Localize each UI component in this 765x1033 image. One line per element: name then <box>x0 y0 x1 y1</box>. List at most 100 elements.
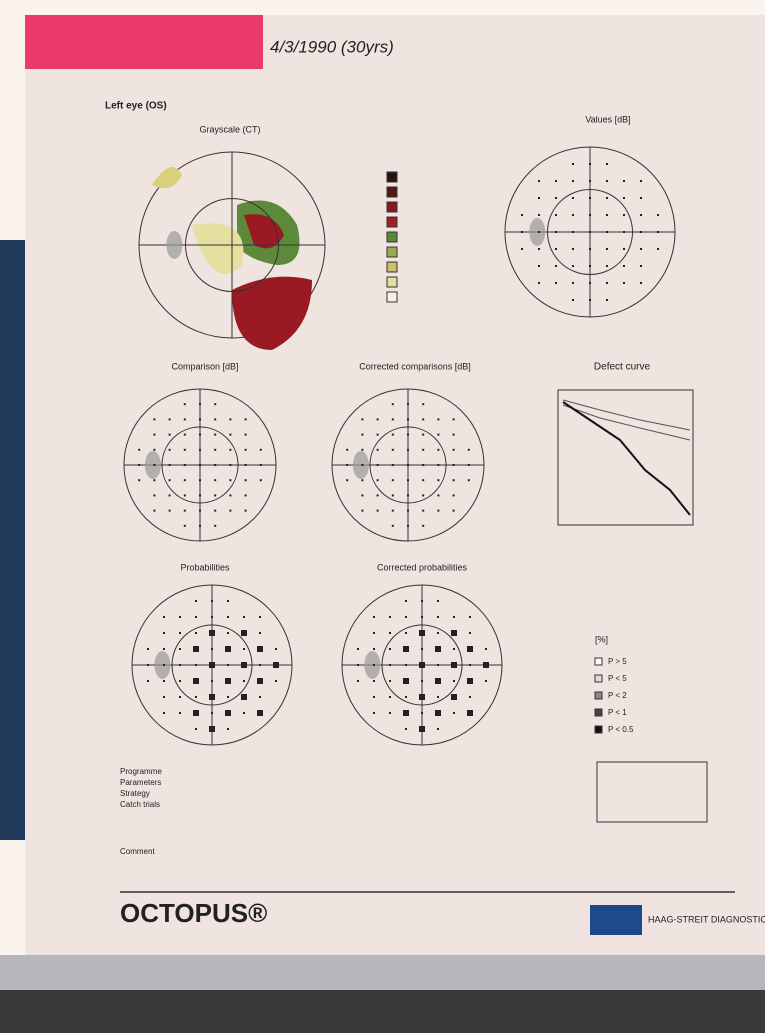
info-label: Strategy <box>120 789 150 798</box>
symbol <box>589 214 591 216</box>
symbol <box>361 418 364 421</box>
blind-spot <box>144 451 161 479</box>
legend-unit: [%] <box>595 634 608 644</box>
symbol <box>225 710 231 716</box>
symbol <box>405 696 407 698</box>
symbol <box>229 494 232 497</box>
symbol <box>422 509 425 512</box>
symbol <box>195 728 197 730</box>
symbol <box>244 464 247 466</box>
scale-swatch <box>386 231 398 243</box>
symbol <box>193 710 199 716</box>
symbol <box>606 163 608 165</box>
symbol <box>361 464 364 466</box>
symbol <box>195 664 197 666</box>
symbol <box>435 646 441 652</box>
symbol <box>572 180 574 182</box>
symbol <box>229 509 232 512</box>
symbol <box>606 248 608 250</box>
plot-title: Corrected probabilities <box>377 562 468 572</box>
symbol <box>589 248 591 250</box>
symbol <box>452 479 455 482</box>
legend-label: P < 0.5 <box>608 725 634 734</box>
symbol <box>538 197 540 199</box>
symbol <box>389 664 391 666</box>
blind-spot <box>352 451 369 479</box>
symbol <box>259 664 261 666</box>
symbol <box>244 448 247 451</box>
symbol <box>389 616 391 618</box>
symbol <box>657 231 659 233</box>
symbol <box>179 696 181 698</box>
symbol <box>640 180 642 182</box>
defect-area <box>244 214 284 249</box>
symbol <box>437 664 439 666</box>
symbol <box>153 448 156 451</box>
symbol <box>421 680 423 682</box>
symbol <box>572 214 574 216</box>
symbol <box>147 648 149 650</box>
symbol <box>572 282 574 284</box>
symbol <box>437 418 440 421</box>
symbol <box>485 680 487 682</box>
symbol <box>422 433 425 436</box>
legend-symbol <box>594 725 603 734</box>
symbol <box>209 630 215 636</box>
scale-swatch <box>386 216 398 228</box>
symbol <box>195 696 197 698</box>
symbol <box>555 197 557 199</box>
symbol <box>376 479 379 482</box>
symbol <box>555 231 557 233</box>
symbol <box>521 214 523 216</box>
symbol <box>183 479 186 482</box>
symbol <box>419 726 425 732</box>
symbol <box>244 479 247 482</box>
symbol <box>257 646 263 652</box>
symbol <box>346 448 349 451</box>
symbol <box>391 403 394 406</box>
symbol <box>606 231 608 233</box>
symbol <box>195 616 197 618</box>
symbol <box>179 632 181 634</box>
plot-title: Corrected comparisons [dB] <box>359 361 471 371</box>
symbol <box>214 448 217 451</box>
symbol <box>640 265 642 267</box>
symbol <box>214 509 217 512</box>
symbol <box>469 632 471 634</box>
symbol <box>244 433 247 436</box>
symbol <box>373 696 375 698</box>
plot-title: Probabilities <box>180 562 230 572</box>
symbol <box>199 403 201 406</box>
symbol <box>225 646 231 652</box>
legend-label: P < 5 <box>608 674 627 683</box>
symbol <box>623 248 625 250</box>
symbol <box>214 418 217 421</box>
legend-label: P < 1 <box>608 708 627 717</box>
symbol <box>163 712 165 714</box>
symbol <box>483 662 489 668</box>
symbol <box>138 448 141 451</box>
symbol <box>163 664 165 666</box>
symbol <box>361 494 364 497</box>
symbol <box>209 694 215 700</box>
curve-line <box>562 401 691 516</box>
symbol <box>452 494 455 497</box>
symbol <box>657 248 659 250</box>
symbol <box>419 630 425 636</box>
symbol <box>214 403 217 406</box>
blind-spot <box>154 651 171 679</box>
symbol <box>376 509 379 512</box>
symbol <box>403 646 409 652</box>
symbol <box>452 509 455 512</box>
legend-symbol <box>594 674 603 683</box>
symbol <box>373 680 375 682</box>
symbol <box>168 448 171 451</box>
symbol <box>589 197 591 199</box>
info-label: Catch trials <box>120 800 160 809</box>
symbol <box>373 632 375 634</box>
symbol <box>275 648 277 650</box>
symbol <box>403 678 409 684</box>
symbol <box>407 524 409 527</box>
symbol <box>153 479 156 482</box>
symbol <box>589 180 591 182</box>
